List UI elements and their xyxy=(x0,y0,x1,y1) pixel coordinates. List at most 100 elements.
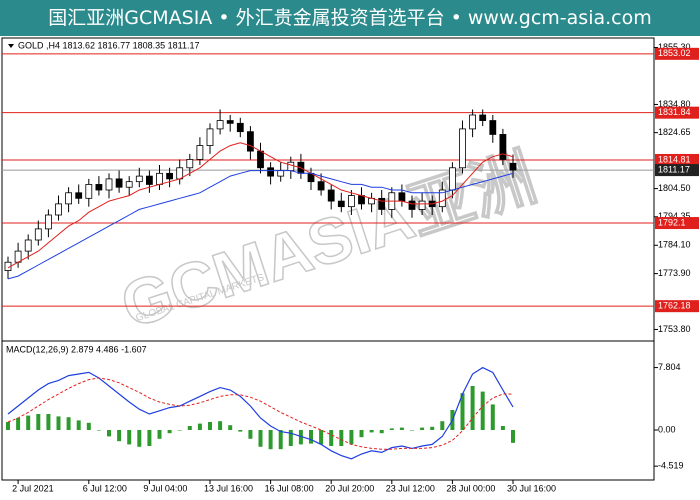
level-label-box xyxy=(655,153,699,166)
candle-body xyxy=(45,214,52,230)
candle-body xyxy=(448,167,456,191)
y-tick-label: 1773.90 xyxy=(658,268,691,278)
candle-body xyxy=(459,128,466,169)
macd-histogram-bar xyxy=(248,430,253,439)
macd-histogram-bar xyxy=(319,430,324,445)
last-price-label: 1811.17 xyxy=(658,164,690,174)
last-price-box xyxy=(655,164,699,177)
y-tick-label: 1784.10 xyxy=(658,240,691,250)
macd-histogram-bar xyxy=(460,393,465,430)
candle-body xyxy=(418,200,426,210)
candle-body xyxy=(125,181,133,188)
candle-body xyxy=(317,181,325,191)
macd-histogram-bar xyxy=(107,430,111,437)
macd-histogram-bar xyxy=(26,415,31,430)
macd-histogram-bar xyxy=(268,430,273,450)
candle-body xyxy=(186,159,194,169)
candle-body xyxy=(509,162,517,171)
macd-histogram-bar xyxy=(137,430,142,447)
x-tick-label: 20 Jul 20:00 xyxy=(325,483,374,493)
level-label-box xyxy=(655,106,699,119)
macd-histogram-bar xyxy=(309,430,313,444)
macd-histogram-bar xyxy=(339,430,344,446)
candle-body xyxy=(267,167,275,177)
candle-body xyxy=(135,175,143,183)
candle-body xyxy=(489,120,497,135)
candle-body xyxy=(287,161,295,171)
macd-histogram-bar xyxy=(96,430,101,431)
y-tick-label: 1824.65 xyxy=(658,127,691,137)
level-label-box xyxy=(655,47,699,60)
candle-body xyxy=(246,131,254,152)
x-tick-label: 16 Jul 08:00 xyxy=(265,483,314,493)
moving-average xyxy=(7,142,514,269)
macd-histogram-bar xyxy=(36,414,41,430)
macd-histogram-bar xyxy=(500,426,505,430)
candle-body xyxy=(378,197,386,210)
macd-histogram-bar xyxy=(147,430,152,446)
macd-histogram-bar xyxy=(127,430,132,445)
macd-histogram-bar xyxy=(278,430,283,450)
candle-body xyxy=(337,200,345,208)
level-label-box xyxy=(655,300,699,313)
y-tick-label: 1834.80 xyxy=(658,99,691,109)
candle-body xyxy=(358,195,365,205)
moving-average xyxy=(7,170,514,280)
macd-histogram-bar xyxy=(157,430,162,439)
candle-body xyxy=(75,192,83,199)
candle-body xyxy=(408,200,416,210)
candle-body xyxy=(277,170,285,177)
macd-histogram-bar xyxy=(410,430,414,431)
candle-body xyxy=(438,189,446,208)
macd-histogram-bar xyxy=(389,428,394,430)
macd-histogram-bar xyxy=(228,425,233,430)
macd-histogram-bar xyxy=(177,430,182,431)
macd-histogram-bar xyxy=(490,404,495,430)
symbol-arrow xyxy=(8,44,14,48)
candle-body xyxy=(499,134,507,160)
candle-body xyxy=(327,189,335,202)
macd-histogram-bar xyxy=(218,421,223,430)
y-tick-label: 1804.50 xyxy=(658,183,691,193)
candle-body xyxy=(236,122,244,133)
macd-histogram-bar xyxy=(359,430,364,438)
macd-histogram-bar xyxy=(440,421,445,430)
macd-histogram-bar xyxy=(369,430,374,433)
candle-body xyxy=(85,184,93,199)
candle-body xyxy=(34,228,42,241)
macd-title: MACD(12,26,9) 2.879 4.486 -1.607 xyxy=(6,344,147,354)
banner: 国汇亚洲GCMASIA • 外汇贵金属投资首选平台 • www.gcm-asia… xyxy=(0,0,700,36)
macd-histogram-bar xyxy=(76,420,81,430)
candle-body xyxy=(166,172,174,180)
macd-histogram-bar xyxy=(46,414,51,430)
macd-histogram-bar xyxy=(258,430,263,447)
x-tick-label: 2 Jul 2021 xyxy=(12,483,54,493)
y-tick-label: 1794.35 xyxy=(658,211,691,221)
macd-histogram-bar xyxy=(470,386,475,430)
macd-histogram-bar xyxy=(288,430,293,446)
candle-body xyxy=(469,114,477,130)
signal-line xyxy=(7,377,514,450)
x-tick-label: 9 Jul 04:00 xyxy=(143,483,187,493)
candle-body xyxy=(206,128,214,146)
macd-histogram-bar xyxy=(480,391,485,430)
level-label: 1853.02 xyxy=(658,48,691,58)
level-label: 1762.18 xyxy=(658,301,691,311)
x-tick-label: 28 Jul 00:00 xyxy=(446,483,495,493)
plot-frame xyxy=(1,37,655,481)
macd-histogram-bar xyxy=(238,430,243,432)
level-label: 1792.1 xyxy=(658,217,686,227)
candle-body xyxy=(145,175,153,185)
macd-histogram-bar xyxy=(167,430,172,434)
macd-histogram-bar xyxy=(420,427,425,430)
macd-histogram-bar xyxy=(349,430,354,445)
chart-title: GOLD ,H4 1813.62 1816.77 1808.35 1811.17 xyxy=(18,40,199,50)
macd-histogram-bar xyxy=(16,418,21,430)
macd-histogram-bar xyxy=(399,427,404,430)
macd-y-tick-label: -4.519 xyxy=(658,461,684,471)
candle-body xyxy=(226,120,234,124)
level-label-box xyxy=(655,217,699,230)
chart: GOLD ,H4 1813.62 1816.77 1808.35 1811.17… xyxy=(1,37,699,493)
candle-body xyxy=(156,172,163,185)
